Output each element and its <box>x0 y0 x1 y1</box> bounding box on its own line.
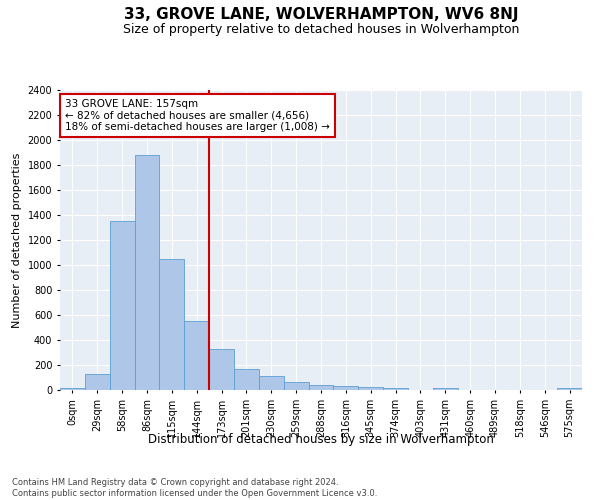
Bar <box>557 388 582 390</box>
Bar <box>209 349 234 390</box>
Text: 33 GROVE LANE: 157sqm
← 82% of detached houses are smaller (4,656)
18% of semi-d: 33 GROVE LANE: 157sqm ← 82% of detached … <box>65 99 330 132</box>
Bar <box>433 388 458 390</box>
Bar <box>60 388 85 390</box>
Bar <box>334 386 358 390</box>
Text: Distribution of detached houses by size in Wolverhampton: Distribution of detached houses by size … <box>148 432 494 446</box>
Text: Contains HM Land Registry data © Crown copyright and database right 2024.
Contai: Contains HM Land Registry data © Crown c… <box>12 478 377 498</box>
Bar <box>234 370 259 390</box>
Bar <box>383 388 408 390</box>
Bar <box>308 385 334 390</box>
Bar <box>184 322 209 390</box>
Bar <box>259 376 284 390</box>
Bar <box>358 387 383 390</box>
Bar <box>85 374 110 390</box>
Bar <box>160 259 184 390</box>
Text: 33, GROVE LANE, WOLVERHAMPTON, WV6 8NJ: 33, GROVE LANE, WOLVERHAMPTON, WV6 8NJ <box>124 8 518 22</box>
Bar <box>134 155 160 390</box>
Y-axis label: Number of detached properties: Number of detached properties <box>12 152 22 328</box>
Bar <box>110 221 134 390</box>
Bar <box>284 382 308 390</box>
Text: Size of property relative to detached houses in Wolverhampton: Size of property relative to detached ho… <box>123 22 519 36</box>
